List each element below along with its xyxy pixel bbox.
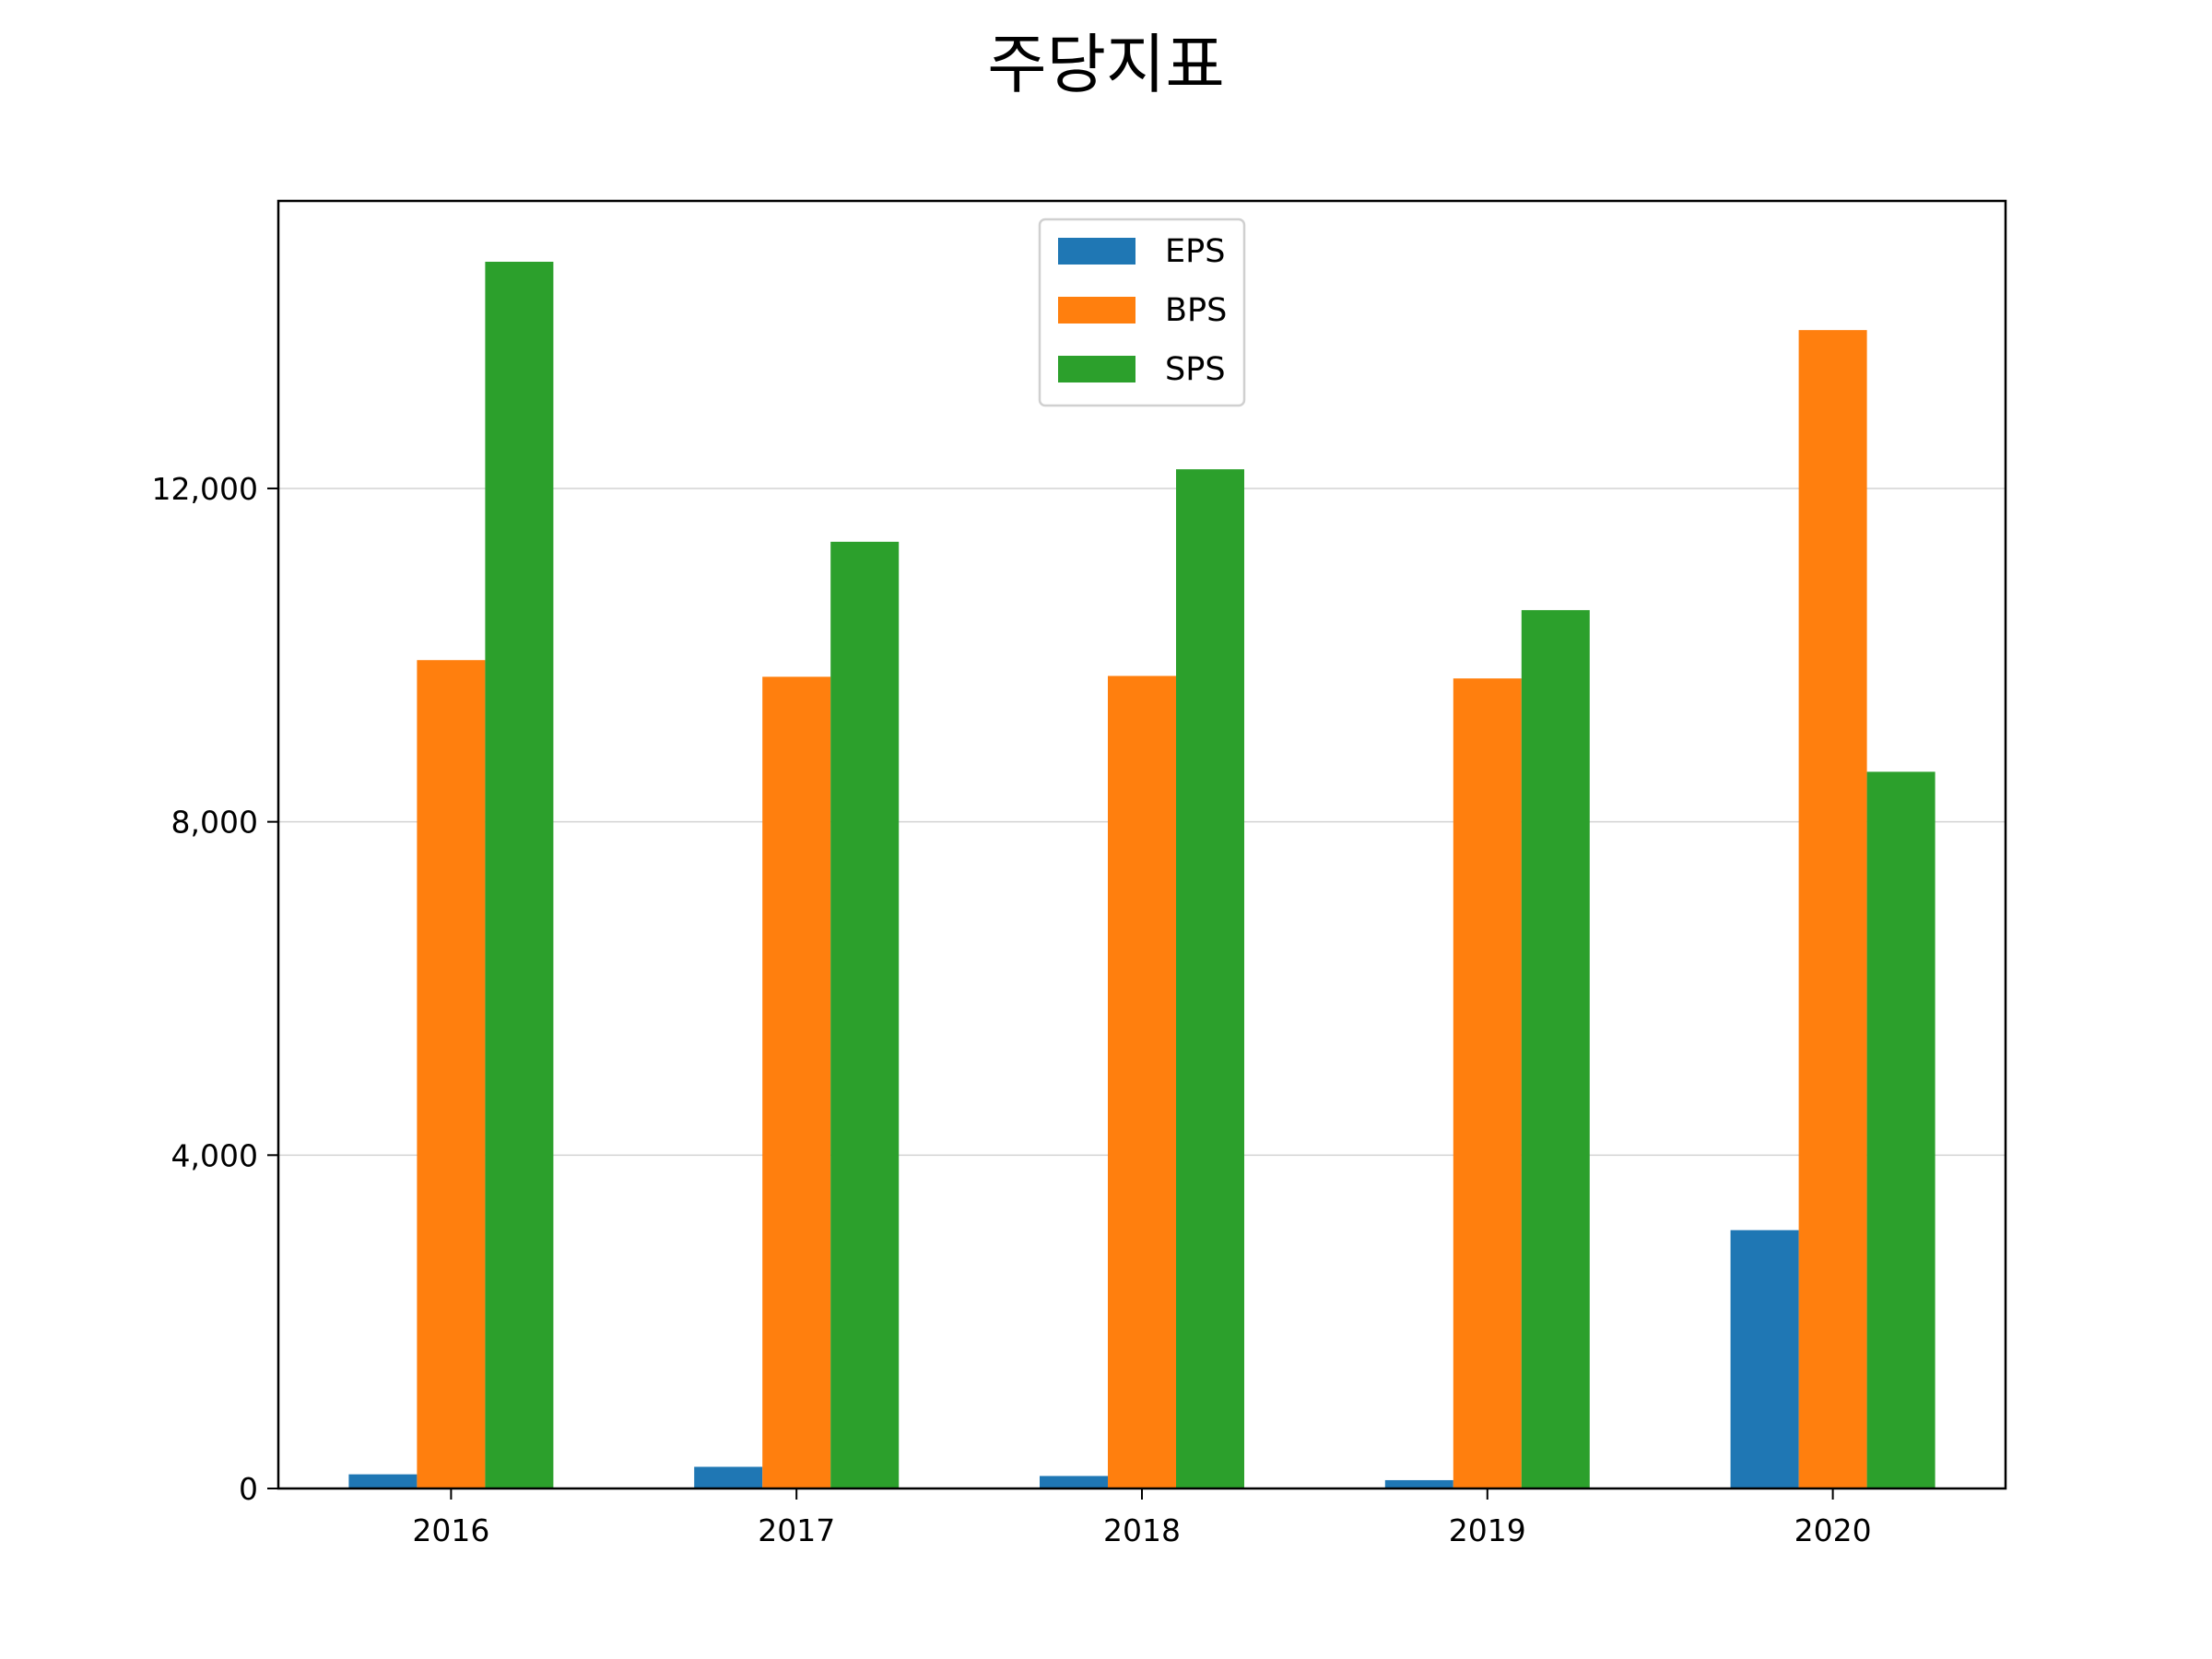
bar-sps-2019 — [1521, 609, 1590, 1488]
bar-sps-2016 — [485, 262, 554, 1489]
y-tick-label: 4,000 — [171, 1137, 258, 1173]
bar-bps-2017 — [762, 677, 831, 1488]
y-axis: 0 4,000 8,000 12,000 — [152, 471, 278, 1507]
legend-label-eps: EPS — [1165, 233, 1225, 270]
x-tick-label: 2018 — [1103, 1512, 1181, 1548]
bar-bps-2020 — [1798, 330, 1867, 1488]
chart-title: 주당지표 — [987, 27, 1225, 102]
bars — [348, 262, 1936, 1489]
bar-eps-2020 — [1730, 1230, 1799, 1488]
legend: EPS BPS SPS — [1038, 218, 1246, 407]
bar-sps-2020 — [1866, 771, 1936, 1488]
bar-eps-2016 — [348, 1474, 418, 1488]
bar-eps-2019 — [1384, 1479, 1453, 1488]
legend-label-sps: SPS — [1165, 351, 1226, 388]
legend-swatch-eps — [1058, 238, 1135, 265]
bar-sps-2017 — [830, 541, 900, 1488]
x-tick-label: 2019 — [1449, 1512, 1526, 1548]
y-tick-label: 12,000 — [152, 471, 258, 507]
bar-bps-2016 — [417, 660, 486, 1488]
bar-bps-2019 — [1453, 678, 1522, 1488]
legend-swatch-sps — [1058, 356, 1135, 382]
bar-eps-2017 — [694, 1466, 763, 1488]
bar-bps-2018 — [1108, 676, 1176, 1488]
bar-sps-2018 — [1176, 469, 1244, 1489]
x-tick-label: 2016 — [412, 1512, 489, 1548]
legend-label-bps: BPS — [1165, 292, 1227, 329]
y-tick-label: 8,000 — [171, 805, 258, 841]
x-tick-label: 2017 — [758, 1512, 835, 1548]
y-tick-label: 0 — [239, 1471, 258, 1507]
bar-eps-2018 — [1040, 1476, 1108, 1488]
x-tick-label: 2020 — [1794, 1512, 1872, 1548]
x-axis: 2016 2017 2018 2019 2020 — [412, 1488, 1872, 1548]
legend-swatch-bps — [1058, 297, 1135, 324]
